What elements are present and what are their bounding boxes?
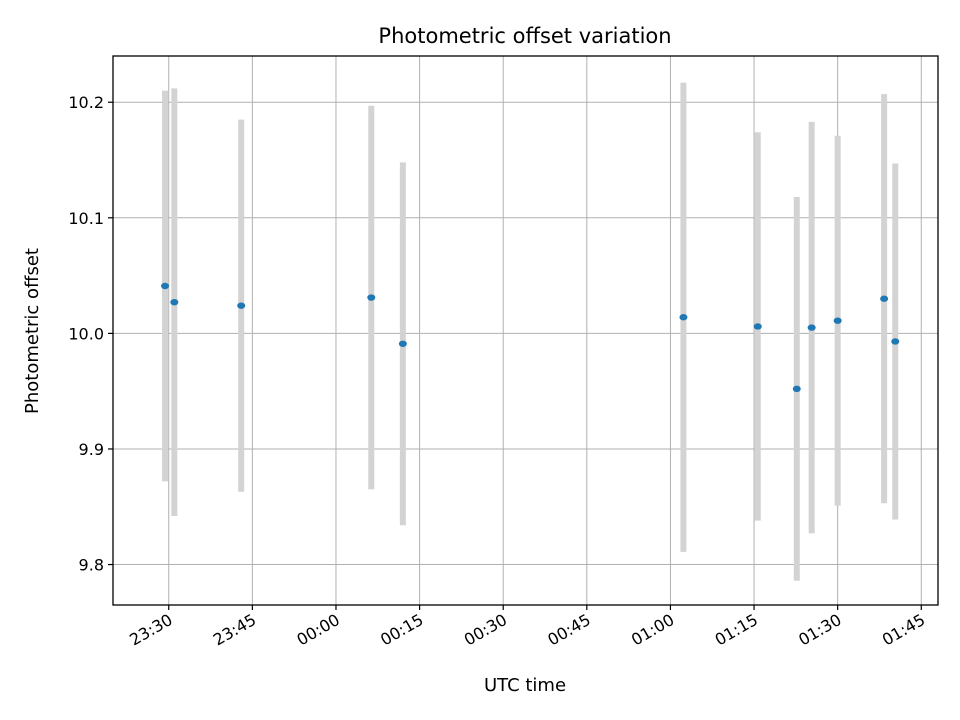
y-tick-label: 10.0 (68, 324, 104, 343)
data-point (170, 298, 179, 306)
data-point (753, 323, 762, 330)
y-tick-label: 10.2 (68, 93, 104, 112)
data-point (679, 314, 688, 321)
y-axis: 9.8 9.9 10.0 10.1 10.2 (68, 93, 113, 575)
y-tick-label: 10.1 (68, 209, 104, 228)
x-axis-label: UTC time (484, 675, 566, 696)
data-point (237, 302, 246, 309)
data-point (398, 340, 407, 347)
data-point (891, 338, 900, 345)
y-tick-label: 9.8 (79, 556, 104, 575)
data-points (161, 282, 900, 393)
data-point (880, 295, 889, 302)
data-point (833, 317, 842, 324)
data-point (367, 294, 376, 301)
data-point (161, 282, 170, 290)
y-axis-label: Photometric offset (22, 248, 43, 414)
y-tick-label: 9.9 (79, 440, 104, 459)
plot-frame (112, 55, 939, 606)
chart-title: Photometric offset variation (378, 24, 671, 48)
grid (113, 56, 938, 605)
data-point (792, 385, 801, 393)
data-point (807, 324, 816, 331)
